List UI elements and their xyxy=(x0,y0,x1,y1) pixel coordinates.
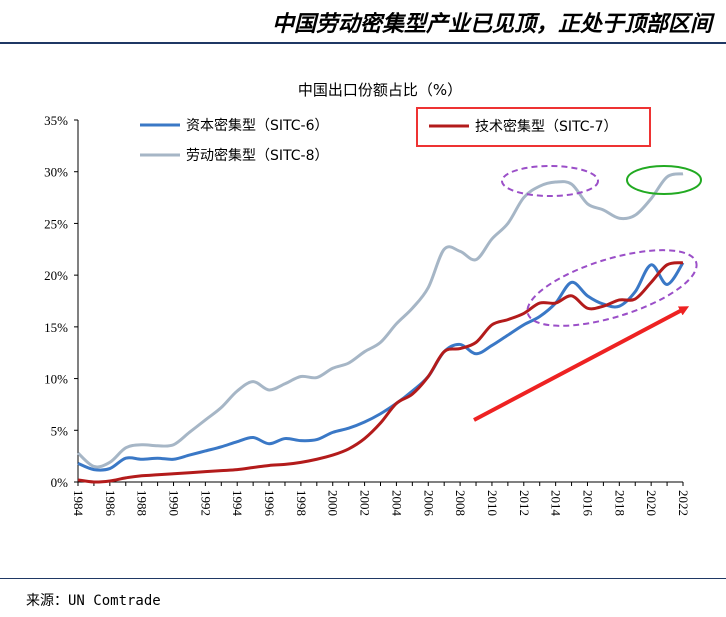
y-tick-label: 25% xyxy=(44,216,68,231)
x-tick-label: 2004 xyxy=(389,490,404,517)
x-tick-label: 1988 xyxy=(135,490,150,516)
legend-label-capital: 资本密集型（SITC-6） xyxy=(186,117,328,134)
x-tick-label: 1992 xyxy=(198,490,213,516)
series-line-capital xyxy=(77,261,685,472)
x-tick-label: 1984 xyxy=(71,490,86,517)
x-tick-label: 2012 xyxy=(517,490,532,516)
x-tick-label: 2014 xyxy=(549,490,564,517)
x-tick-label: 1990 xyxy=(167,490,182,516)
y-tick-label: 5% xyxy=(51,423,69,438)
x-tick-label: 2002 xyxy=(358,490,373,516)
x-tick-label: 1996 xyxy=(262,490,277,517)
legend: 资本密集型（SITC-6） 劳动密集型（SITC-8） 技术密集型（SITC-7… xyxy=(140,107,651,164)
series-line-tech xyxy=(77,261,684,484)
x-tick-label: 2000 xyxy=(326,490,341,516)
header-divider xyxy=(0,42,726,44)
peak-highlight-ellipse xyxy=(501,165,599,197)
y-tick-label: 35% xyxy=(44,113,68,128)
x-tick-label: 2010 xyxy=(485,490,500,516)
x-tick-label: 2006 xyxy=(421,490,436,517)
trend-up-arrow xyxy=(473,306,690,422)
legend-label-tech: 技术密集型（SITC-7） xyxy=(475,118,617,135)
y-tick-label: 20% xyxy=(44,268,68,283)
x-tick-label: 2008 xyxy=(453,490,468,516)
legend-highlight-box xyxy=(416,107,651,147)
x-tick-label: 1986 xyxy=(103,490,118,517)
x-tick-label: 2016 xyxy=(580,490,595,517)
x-tick-label: 1998 xyxy=(294,490,309,516)
y-tick-label: 30% xyxy=(44,165,68,180)
source-note: 来源：UN Comtrade xyxy=(26,593,161,609)
annotation-layer xyxy=(473,165,702,422)
x-tick-label: 2022 xyxy=(676,490,691,516)
x-tick-label: 2018 xyxy=(612,490,627,516)
y-tick-label: 0% xyxy=(51,475,69,490)
x-tick-label: 2020 xyxy=(644,490,659,516)
y-tick-label: 10% xyxy=(44,372,68,387)
chart-title: 中国出口份额占比（%） xyxy=(298,81,462,99)
footer-divider xyxy=(0,578,726,579)
series-layer xyxy=(76,172,685,484)
axes: 0% 5% 10% 15% 20% 25% 30% 35% 1984 1986 1988 1990 19… xyxy=(44,113,691,517)
tech-capital-highlight-ellipse xyxy=(526,249,698,327)
recent-highlight-ellipse xyxy=(626,165,702,195)
page-title: 中国劳动密集型产业已见顶，正处于顶部区间 xyxy=(271,11,712,37)
export-share-chart: 中国出口份额占比（%） 0% 5% 10% 15% 20% 25% 30% 35% 1984 19… xyxy=(44,81,702,517)
x-tick-label: 1994 xyxy=(230,490,245,517)
legend-label-labor: 劳动密集型（SITC-8） xyxy=(186,147,328,164)
series-line-labor xyxy=(76,172,684,469)
y-tick-label: 15% xyxy=(44,320,68,335)
